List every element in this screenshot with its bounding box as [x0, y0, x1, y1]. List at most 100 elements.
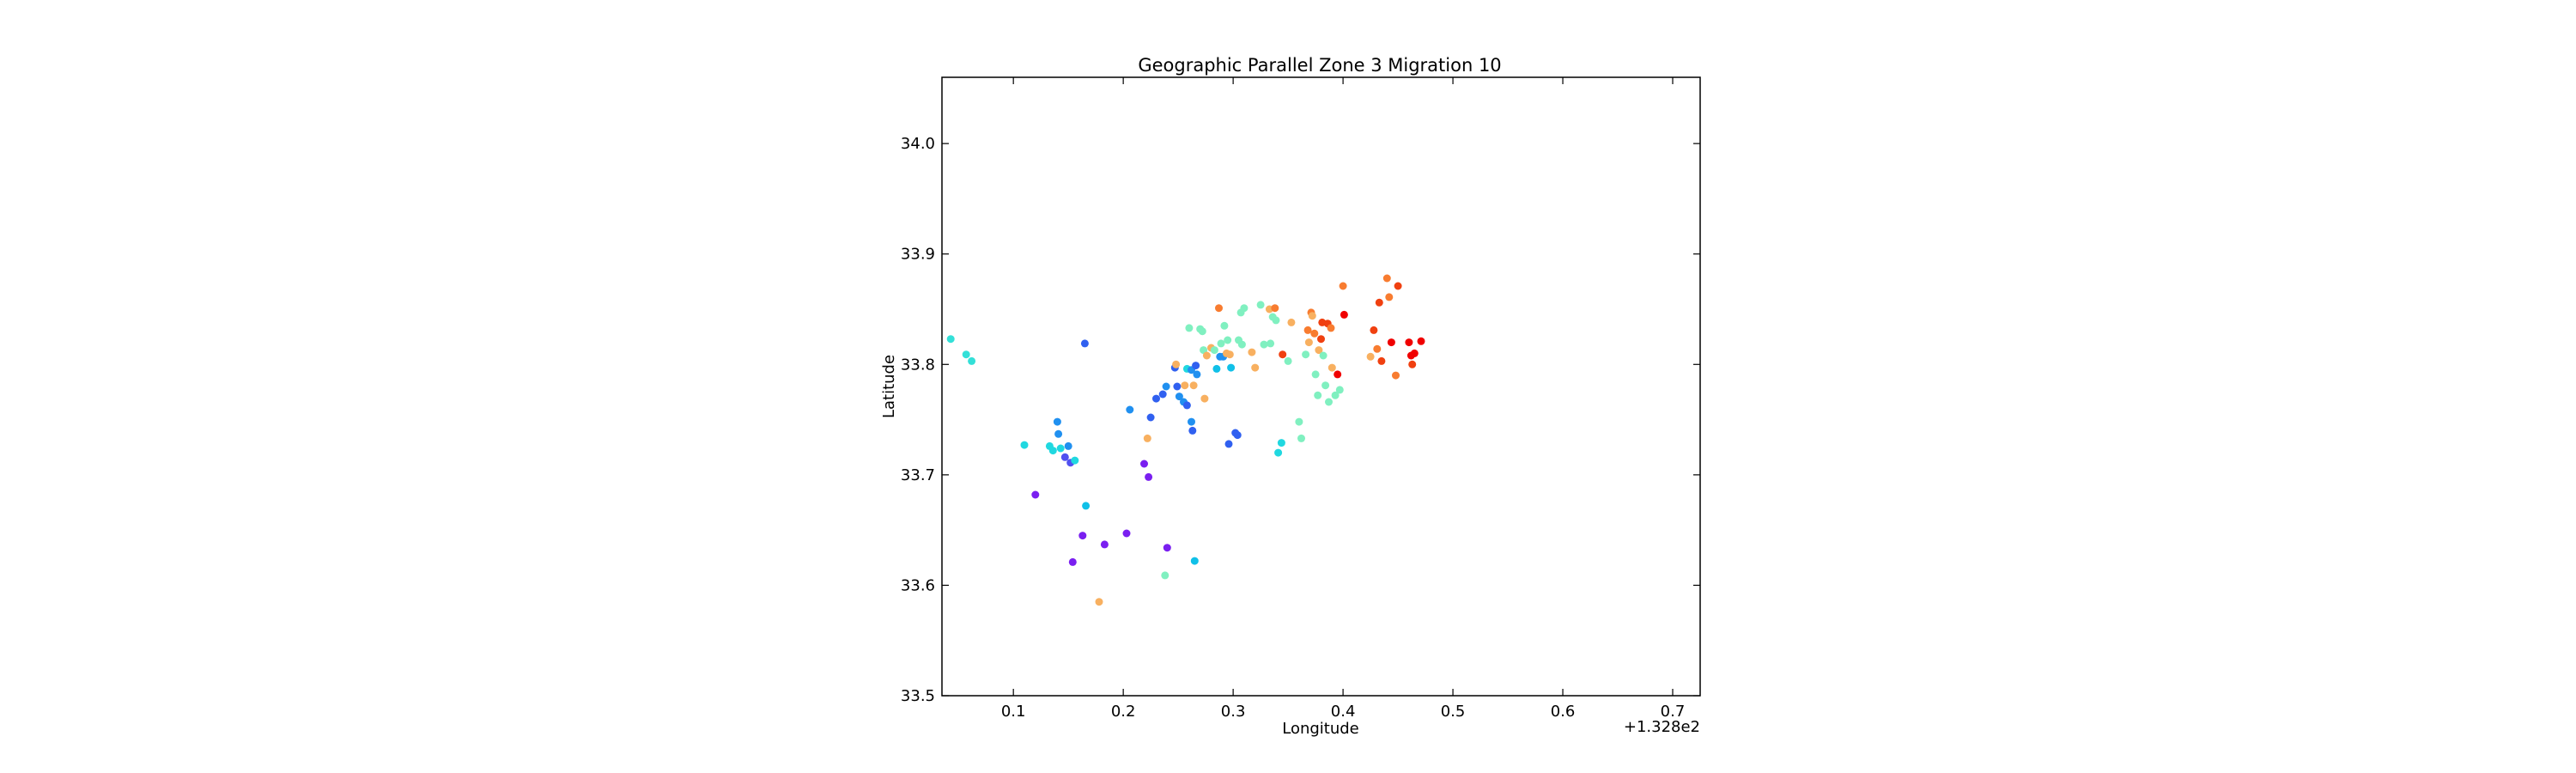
data-point — [1417, 337, 1425, 345]
data-point — [1373, 344, 1382, 353]
data-point — [1198, 327, 1206, 336]
x-tick-label: 0.4 — [1331, 703, 1356, 721]
data-point — [1227, 363, 1236, 372]
data-point — [1060, 453, 1069, 461]
data-point — [1190, 557, 1199, 565]
data-point — [1304, 338, 1313, 347]
data-point — [1080, 339, 1089, 348]
data-point — [1308, 312, 1316, 320]
data-point — [1382, 274, 1391, 283]
x-axis-label: Longitude — [1282, 720, 1359, 738]
data-point — [1267, 339, 1275, 348]
y-tick-label: 34.0 — [901, 135, 935, 153]
data-point — [1240, 304, 1249, 313]
y-axis: 33.5 33.6 33.7 33.8 33.9 34.0 — [901, 135, 1700, 705]
data-point — [1314, 391, 1322, 399]
data-point — [1224, 336, 1232, 344]
x-axis: 0.1 0.2 0.3 0.4 0.5 0.6 0.7 — [1001, 77, 1685, 721]
data-point — [1335, 386, 1344, 394]
data-point — [1295, 417, 1303, 426]
data-point — [1048, 447, 1057, 455]
data-point — [1327, 324, 1335, 332]
data-point — [1279, 350, 1287, 359]
data-point — [1321, 381, 1330, 390]
data-point — [1140, 460, 1148, 468]
data-point — [1212, 364, 1221, 373]
data-point — [1302, 350, 1310, 359]
x-axis-offset-label: +1.328e2 — [1624, 718, 1700, 736]
data-point — [1340, 310, 1348, 319]
data-point — [1284, 356, 1292, 365]
data-point — [1387, 338, 1395, 347]
data-point — [1095, 598, 1103, 606]
data-point — [1370, 326, 1378, 334]
data-point — [1311, 370, 1320, 379]
data-point — [1200, 394, 1209, 403]
data-point — [1215, 304, 1223, 313]
data-point — [1233, 431, 1242, 440]
data-point — [1126, 405, 1134, 414]
data-point — [1202, 351, 1211, 360]
data-point — [1064, 441, 1072, 450]
x-tick-label: 0.5 — [1441, 703, 1466, 721]
data-point — [1410, 349, 1419, 357]
data-point — [1188, 426, 1197, 435]
data-point — [1122, 529, 1131, 538]
chart-title: Geographic Parallel Zone 3 Migration 10 — [1138, 55, 1501, 76]
data-point — [1394, 282, 1402, 290]
data-point — [1375, 298, 1383, 307]
data-point — [1193, 370, 1201, 379]
data-point — [1143, 434, 1151, 442]
data-point — [1172, 360, 1181, 368]
data-point — [1405, 338, 1413, 347]
plot-area — [946, 274, 1425, 606]
data-point — [1260, 340, 1268, 349]
data-point — [1325, 398, 1333, 406]
data-point — [1392, 371, 1400, 380]
data-point — [968, 356, 976, 365]
data-point — [1189, 381, 1198, 390]
data-point — [1175, 393, 1183, 401]
data-point — [1145, 472, 1153, 481]
data-point — [1297, 434, 1305, 442]
data-point — [1068, 557, 1077, 566]
data-point — [1224, 440, 1233, 448]
data-point — [1237, 340, 1246, 349]
data-point — [1408, 360, 1417, 368]
data-point — [1217, 339, 1225, 348]
data-point — [1256, 301, 1265, 309]
data-point — [1251, 363, 1260, 372]
data-point — [1071, 456, 1079, 465]
data-point — [1277, 439, 1285, 447]
data-point — [1274, 448, 1283, 457]
x-tick-label: 0.6 — [1551, 703, 1576, 721]
data-point — [1315, 346, 1323, 355]
y-tick-label: 33.7 — [901, 466, 935, 484]
data-point — [1271, 304, 1279, 313]
data-point — [1327, 363, 1336, 372]
data-point — [1272, 316, 1280, 325]
y-tick-label: 33.6 — [901, 576, 935, 594]
data-point — [1225, 350, 1234, 359]
data-point — [1366, 352, 1375, 361]
data-point — [1182, 401, 1191, 410]
data-point — [946, 335, 955, 344]
data-point — [1082, 502, 1091, 510]
data-point — [1161, 571, 1170, 580]
data-point — [1163, 544, 1171, 552]
data-point — [1173, 382, 1182, 391]
data-point — [1319, 351, 1327, 360]
y-axis-label: Latitude — [880, 355, 898, 418]
data-point — [1181, 381, 1189, 390]
data-point — [1020, 441, 1029, 449]
data-point — [1248, 348, 1256, 356]
data-point — [1185, 324, 1194, 332]
y-tick-label: 33.9 — [901, 246, 935, 264]
data-point — [1317, 335, 1325, 344]
data-point — [1152, 394, 1160, 403]
data-point — [1162, 382, 1170, 391]
data-point — [1385, 293, 1394, 301]
data-point — [1192, 362, 1200, 370]
